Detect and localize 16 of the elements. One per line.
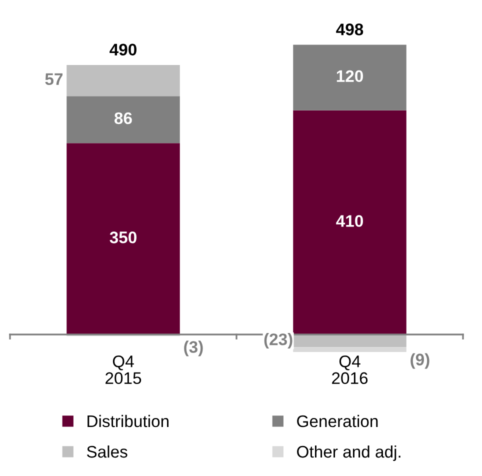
data-label: 86 xyxy=(114,112,132,124)
legend-label: Generation xyxy=(297,414,378,428)
x-tick-label: Q4 2015 xyxy=(106,356,142,384)
data-label: 410 xyxy=(336,215,363,227)
legend-label: Other and adj. xyxy=(297,445,400,461)
data-label: 120 xyxy=(336,70,363,82)
legend-label: Sales xyxy=(86,445,128,458)
legend-label: Distribution xyxy=(88,414,169,428)
data-label: (9) xyxy=(410,353,430,369)
data-label: (23) xyxy=(264,333,292,349)
total-label: 498 xyxy=(336,24,364,36)
data-label: (3) xyxy=(184,340,203,356)
data-label: 350 xyxy=(110,232,136,244)
x-tick-label: Q4 2016 xyxy=(332,356,368,384)
data-label: 57 xyxy=(45,73,62,86)
total-label: 490 xyxy=(110,44,136,56)
